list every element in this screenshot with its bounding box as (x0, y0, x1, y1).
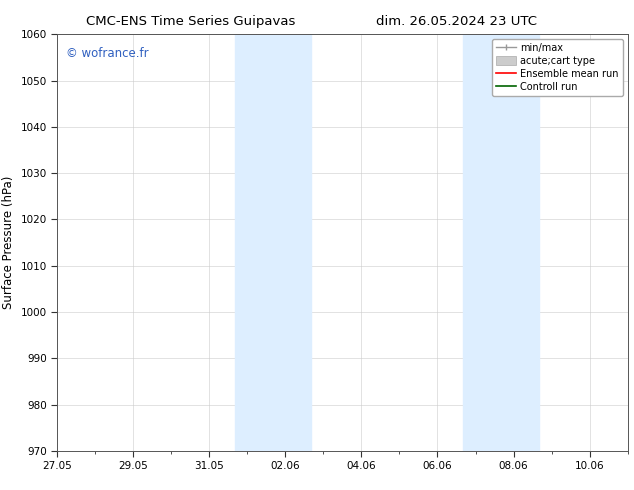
Text: CMC-ENS Time Series Guipavas: CMC-ENS Time Series Guipavas (86, 15, 295, 28)
Text: dim. 26.05.2024 23 UTC: dim. 26.05.2024 23 UTC (376, 15, 537, 28)
Text: © wofrance.fr: © wofrance.fr (66, 47, 148, 60)
Bar (463, 34, 539, 451)
Bar (235, 34, 311, 451)
Legend: min/max, acute;cart type, Ensemble mean run, Controll run: min/max, acute;cart type, Ensemble mean … (492, 39, 623, 96)
Y-axis label: Surface Pressure (hPa): Surface Pressure (hPa) (2, 176, 15, 309)
